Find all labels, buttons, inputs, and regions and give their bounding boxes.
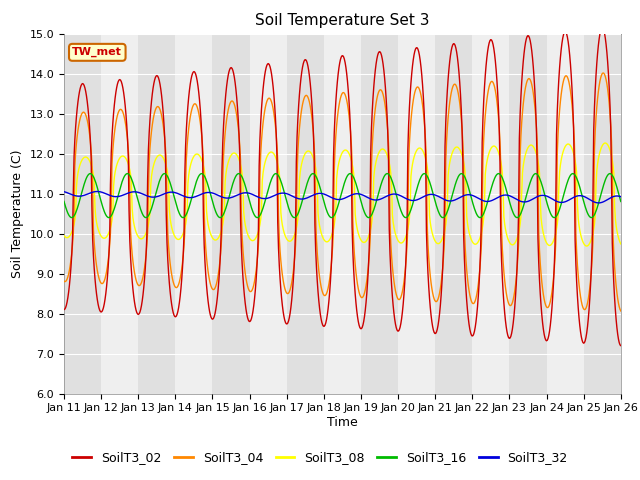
Bar [138, 34, 175, 394]
Bar [361, 34, 398, 394]
Bar [398, 34, 435, 394]
Bar [324, 34, 361, 394]
Bar [435, 34, 472, 394]
Y-axis label: Soil Temperature (C): Soil Temperature (C) [11, 149, 24, 278]
Bar [175, 34, 212, 394]
Bar [101, 34, 138, 394]
X-axis label: Time: Time [327, 416, 358, 429]
Bar [64, 34, 101, 394]
Title: Soil Temperature Set 3: Soil Temperature Set 3 [255, 13, 429, 28]
Bar [584, 34, 621, 394]
Bar [547, 34, 584, 394]
Bar [250, 34, 287, 394]
Bar [509, 34, 547, 394]
Bar [287, 34, 324, 394]
Bar [472, 34, 509, 394]
Bar [212, 34, 250, 394]
Legend: SoilT3_02, SoilT3_04, SoilT3_08, SoilT3_16, SoilT3_32: SoilT3_02, SoilT3_04, SoilT3_08, SoilT3_… [67, 446, 573, 469]
Text: TW_met: TW_met [72, 47, 122, 58]
